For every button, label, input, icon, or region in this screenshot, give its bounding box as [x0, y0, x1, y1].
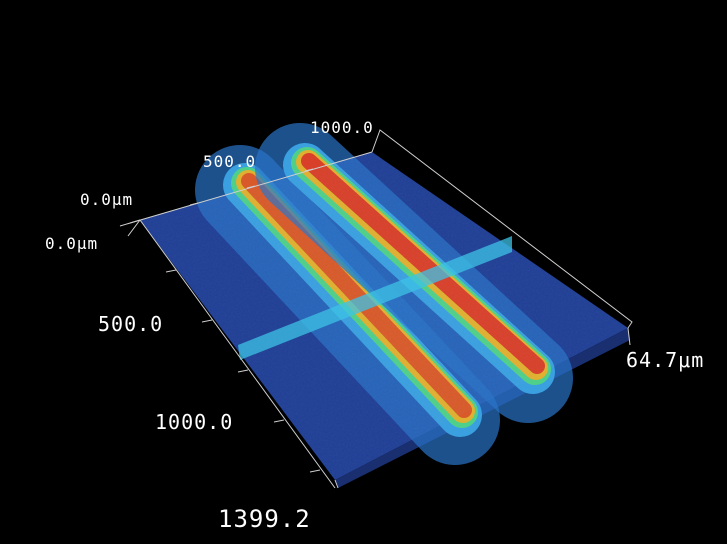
y-axis-label-mid: 500.0 — [203, 152, 257, 171]
y-axis-label-max: 1000.0 — [310, 118, 374, 137]
x-axis-label-500: 500.0 — [98, 312, 164, 336]
y-axis-label-origin: 0.0μm — [80, 190, 134, 209]
x-axis-label-max: 1399.2 — [218, 505, 311, 533]
z-axis-label-max: 64.7μm — [626, 348, 705, 372]
x-axis-label-origin: 0.0μm — [45, 234, 99, 253]
cross-section-band — [238, 236, 512, 360]
axis-ticks — [127, 168, 321, 473]
x-axis-label-1000: 1000.0 — [155, 410, 234, 434]
bounding-box — [119, 129, 633, 489]
